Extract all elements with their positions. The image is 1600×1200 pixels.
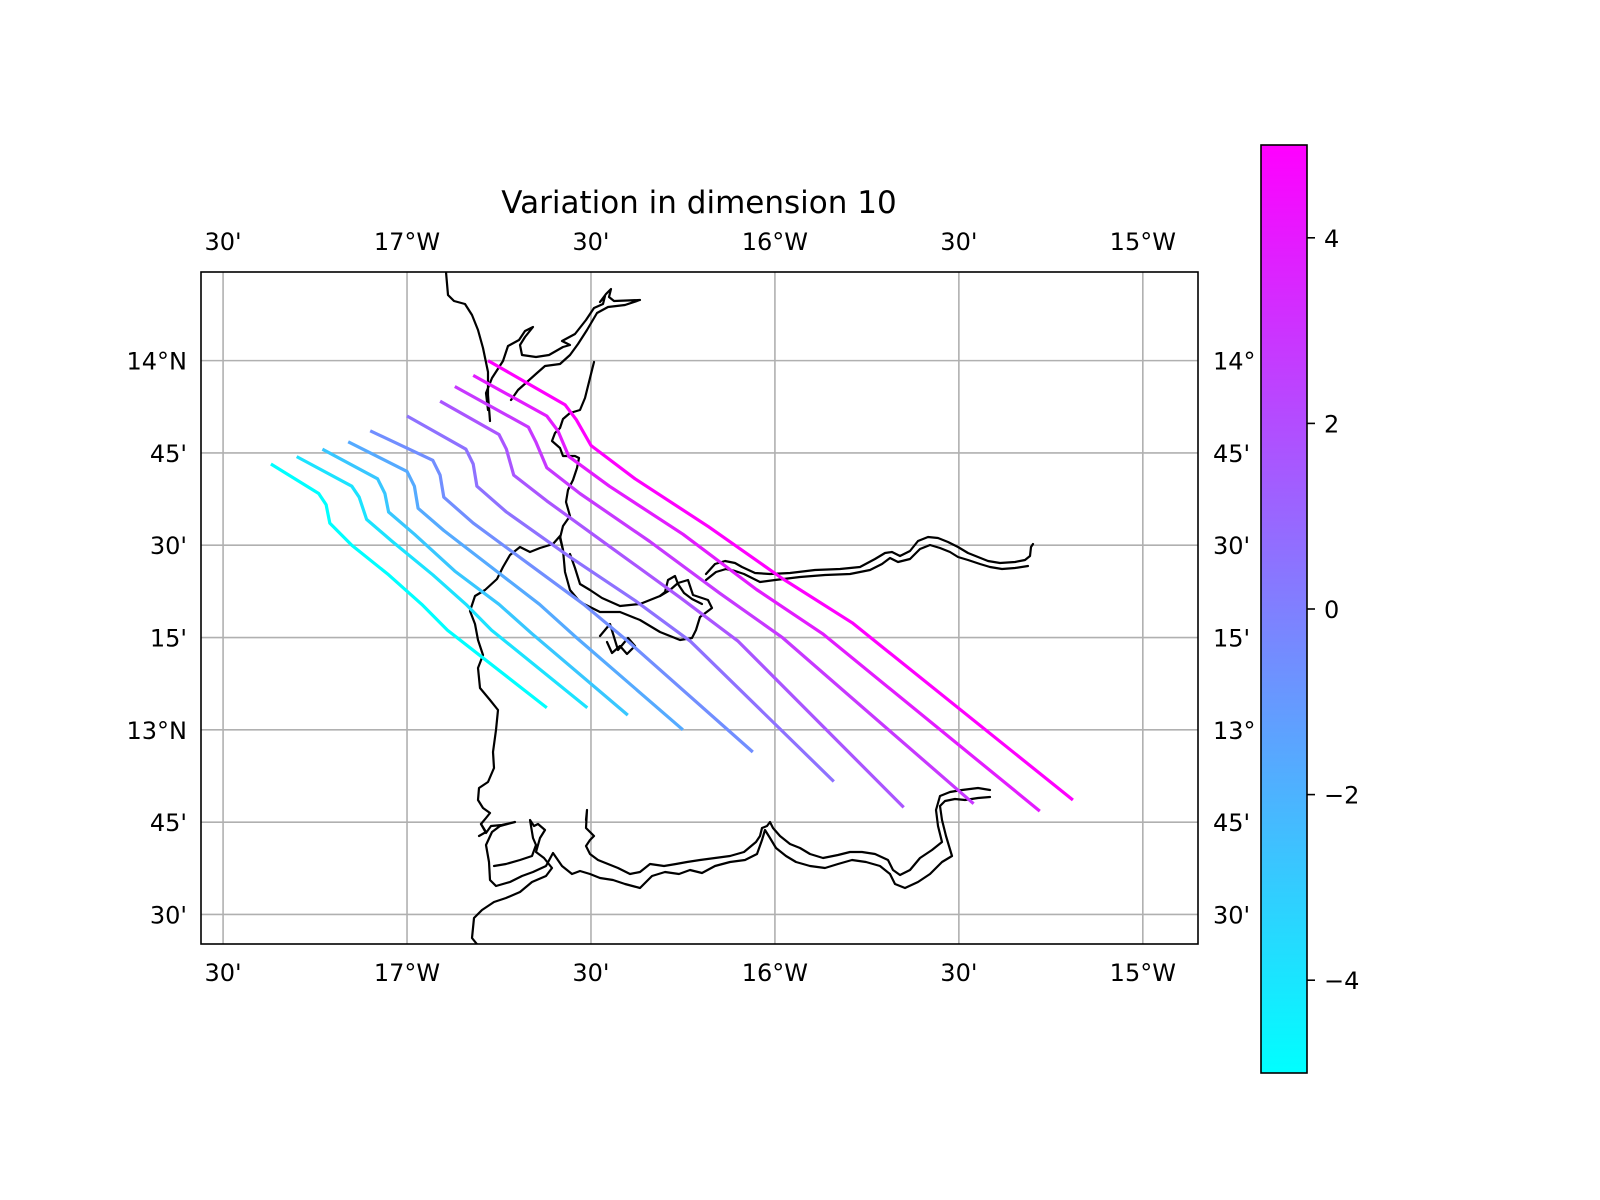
coastline-segment bbox=[470, 818, 554, 944]
x-tick-label: 30' bbox=[572, 228, 609, 256]
coastline-segment bbox=[550, 360, 596, 552]
x-tick-label: 16°W bbox=[742, 228, 808, 256]
variation-track bbox=[270, 462, 548, 709]
y-tick-labels-right: 14° 45' 30' 15' 13° 45' 30' bbox=[1213, 348, 1256, 930]
coastline-segment bbox=[704, 535, 1035, 576]
x-tick-label: 16°W bbox=[742, 959, 808, 987]
variation-track bbox=[295, 455, 589, 709]
colorbar bbox=[1260, 144, 1308, 1074]
x-tick-label: 17°W bbox=[374, 228, 440, 256]
coastline-segment bbox=[584, 786, 992, 877]
y-tick-label: 30' bbox=[150, 901, 187, 929]
variation-track bbox=[454, 385, 975, 805]
y-tick-label-right: 30' bbox=[1213, 901, 1250, 929]
y-tick-label-right: 15' bbox=[1213, 625, 1250, 653]
y-tick-label-right: 13° bbox=[1213, 717, 1256, 745]
coastline-segment bbox=[658, 574, 704, 606]
y-tick-label: 15' bbox=[150, 625, 187, 653]
colorbar-tick-label: −4 bbox=[1324, 967, 1359, 995]
colorbar-ticks: 4 2 0 −2 −4 bbox=[1307, 225, 1359, 995]
variation-track bbox=[472, 373, 1041, 813]
y-tick-label-right: 45' bbox=[1213, 809, 1250, 837]
variation-track bbox=[347, 440, 684, 732]
variation-tracks bbox=[270, 359, 1074, 813]
colorbar-tick-label: 0 bbox=[1324, 596, 1339, 624]
y-tick-label: 45' bbox=[150, 440, 187, 468]
y-tick-labels-left: 14°N 45' 30' 15' 13°N 45' 30' bbox=[127, 348, 188, 930]
y-tick-label-right: 14° bbox=[1213, 348, 1256, 376]
variation-track bbox=[439, 399, 905, 809]
x-tick-label: 17°W bbox=[374, 959, 440, 987]
y-tick-label: 14°N bbox=[127, 348, 188, 376]
x-tick-label: 15°W bbox=[1110, 228, 1176, 256]
y-tick-label-right: 30' bbox=[1213, 532, 1250, 560]
coastline-segment bbox=[561, 548, 714, 642]
map-frame bbox=[200, 271, 1199, 945]
variation-track bbox=[369, 429, 754, 754]
y-tick-label: 30' bbox=[150, 532, 187, 560]
x-tick-label: 15°W bbox=[1110, 959, 1176, 987]
y-tick-label-right: 45' bbox=[1213, 440, 1250, 468]
map-background bbox=[201, 272, 1198, 944]
x-tick-label: 30' bbox=[572, 959, 609, 987]
coastline-segment bbox=[704, 543, 1030, 584]
variation-track bbox=[406, 414, 835, 783]
x-tick-label: 30' bbox=[940, 959, 977, 987]
x-tick-labels-bottom: 30' 17°W 30' 16°W 30' 15°W bbox=[205, 959, 1176, 987]
variation-track bbox=[487, 359, 1074, 802]
coastline-segment bbox=[484, 287, 642, 412]
variation-track bbox=[321, 447, 629, 717]
x-tick-labels-top: 30' 17°W 30' 16°W 30' 15°W bbox=[205, 228, 1176, 256]
x-tick-label: 30' bbox=[205, 228, 242, 256]
x-tick-label: 30' bbox=[940, 228, 977, 256]
x-tick-label: 30' bbox=[205, 959, 242, 987]
y-tick-label: 45' bbox=[150, 809, 187, 837]
colorbar-tick-label: 4 bbox=[1324, 225, 1339, 253]
chart-title: Variation in dimension 10 bbox=[501, 185, 896, 221]
coastline-segment bbox=[468, 534, 565, 838]
y-tick-label: 13°N bbox=[127, 717, 188, 745]
coastline-segment bbox=[479, 795, 992, 890]
colorbar-tick-label: −2 bbox=[1324, 782, 1359, 810]
colorbar-tick-label: 2 bbox=[1324, 410, 1339, 438]
